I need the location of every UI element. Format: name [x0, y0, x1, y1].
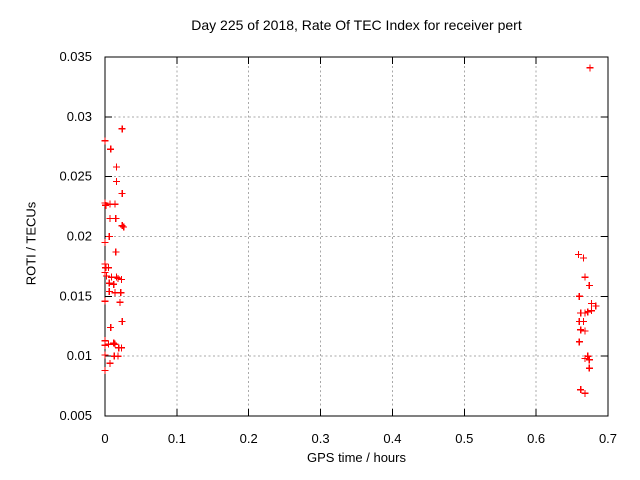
data-point-marker	[118, 222, 126, 230]
data-point-marker	[118, 276, 126, 284]
data-point-marker	[112, 215, 120, 223]
data-point-marker	[584, 308, 592, 316]
data-point-marker	[585, 282, 593, 290]
gridlines	[105, 57, 608, 416]
tick-labels: 0 0.1 0.2 0.3 0.4 0.5 0.6 0.7 0.005 0.01 0.015 0.02…	[59, 49, 617, 446]
data-point-marker	[577, 386, 585, 394]
data-point-marker	[110, 339, 118, 347]
y-tick-label: 0.025	[59, 169, 92, 184]
data-point-marker	[118, 189, 126, 197]
y-tick-label: 0.035	[59, 49, 92, 64]
data-point-marker	[575, 338, 583, 346]
data-point-marker	[101, 351, 109, 359]
data-point-marker	[581, 273, 589, 281]
data-point-marker	[102, 201, 110, 209]
data-point-marker	[580, 254, 588, 262]
y-tick-label: 0.02	[67, 229, 92, 244]
data-point-marker	[586, 64, 594, 72]
data-point-marker	[581, 355, 589, 363]
x-tick-label: 0.2	[240, 431, 258, 446]
chart-title: Day 225 of 2018, Rate Of TEC Index for r…	[191, 17, 522, 33]
data-point-marker	[106, 359, 114, 367]
data-point-marker	[585, 364, 593, 372]
data-point-marker	[118, 344, 126, 352]
data-point-marker	[118, 317, 126, 325]
x-tick-label: 0.6	[527, 431, 545, 446]
data-point-marker	[575, 250, 583, 258]
data-point-marker	[577, 326, 585, 334]
data-point-marker	[587, 300, 595, 308]
data-point-marker	[105, 264, 113, 272]
x-tick-label: 0.7	[599, 431, 617, 446]
x-tick-label: 0.5	[455, 431, 473, 446]
data-point-marker	[581, 389, 589, 397]
data-point-marker	[101, 268, 109, 276]
data-point-marker	[112, 273, 120, 281]
data-point-marker	[107, 145, 115, 153]
x-axis-label: GPS time / hours	[307, 450, 406, 465]
data-point-marker	[592, 302, 600, 310]
data-point-marker	[105, 233, 113, 240]
data-point-marker	[575, 292, 583, 300]
x-tick-label: 0.1	[168, 431, 186, 446]
data-point-marker	[112, 177, 120, 185]
data-point-marker	[112, 163, 120, 171]
data-point-marker	[114, 274, 122, 282]
data-point-marker	[111, 200, 119, 208]
y-tick-label: 0.015	[59, 288, 92, 303]
data-point-marker	[101, 341, 109, 349]
data-point-marker	[110, 280, 118, 288]
y-tick-label: 0.03	[67, 109, 92, 124]
data-point-marker	[101, 260, 109, 268]
data-point-marker	[581, 327, 589, 335]
data-point-marker	[101, 297, 109, 305]
data-point-marker	[102, 272, 110, 280]
y-tick-label: 0.005	[59, 408, 92, 423]
data-point-marker	[114, 352, 122, 360]
data-point-marker	[101, 137, 109, 145]
data-point-marker	[107, 323, 115, 331]
data-point-marker	[580, 317, 588, 325]
data-point-marker	[111, 340, 119, 348]
data-point-marker	[105, 340, 113, 348]
x-tick-label: 0.3	[312, 431, 330, 446]
axis-ticks	[104, 56, 609, 417]
data-point-marker	[120, 223, 128, 231]
data-point-marker	[105, 288, 113, 296]
y-tick-label: 0.01	[67, 348, 92, 363]
x-tick-label: 0.4	[383, 431, 401, 446]
data-point-marker	[585, 356, 593, 364]
data-points	[101, 64, 600, 397]
data-point-marker	[587, 307, 595, 315]
data-point-marker	[101, 238, 109, 246]
x-tick-label: 0	[101, 431, 108, 446]
data-point-marker	[112, 248, 120, 256]
data-point-marker	[117, 289, 125, 297]
data-point-marker	[101, 367, 109, 375]
data-point-marker	[105, 279, 113, 287]
data-point-marker	[116, 298, 124, 306]
data-point-marker	[118, 125, 126, 133]
